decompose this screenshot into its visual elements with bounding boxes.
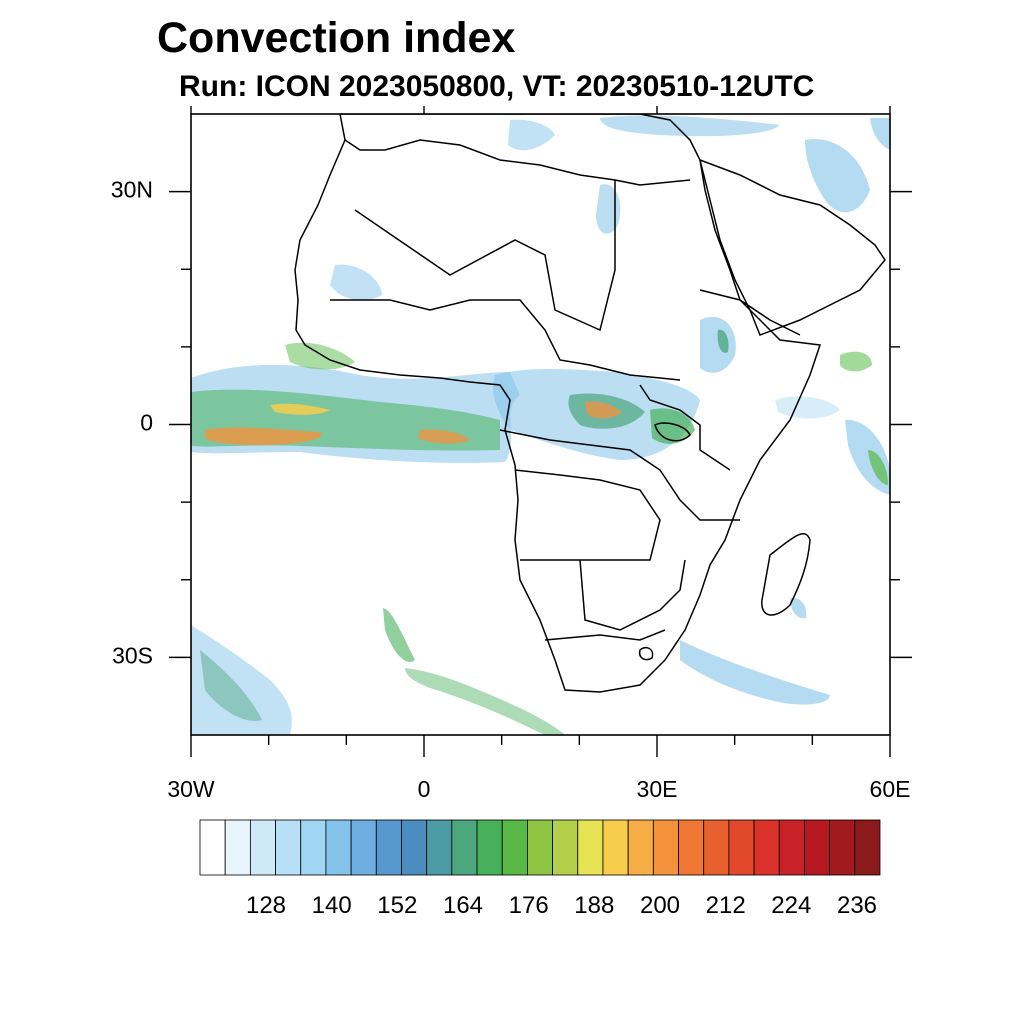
colorbar-tick-label: 128 — [246, 892, 286, 919]
lat-tick-label: 30N — [111, 177, 153, 203]
lat-tick-label: 30S — [112, 642, 153, 668]
colorbar-swatch — [804, 819, 831, 876]
colorbar-labels: 128 140 152 164 176 188 200 212 224 236 — [246, 892, 877, 919]
coastlines — [294, 114, 886, 693]
colorbar-swatch — [728, 819, 755, 876]
colorbar-swatch — [829, 819, 856, 876]
colorbar-swatch — [224, 819, 251, 876]
colorbar-swatch — [249, 819, 276, 876]
colorbar-tick-label: 200 — [640, 892, 680, 919]
colorbar-swatch — [602, 819, 629, 876]
lat-tick-label: 0 — [140, 410, 153, 436]
colorbar-swatch — [854, 819, 881, 876]
colorbar-swatch — [199, 819, 226, 876]
lon-tick-label: 60E — [870, 776, 911, 802]
chart-subtitle: Run: ICON 2023050800, VT: 20230510-12UTC — [179, 70, 815, 103]
lon-tick-label: 30E — [637, 776, 678, 802]
colorbar — [199, 819, 881, 876]
colorbar-swatch — [652, 819, 679, 876]
colorbar-swatch — [300, 819, 327, 876]
colorbar-swatch — [401, 819, 428, 876]
convection-field — [191, 115, 890, 735]
colorbar-swatch — [375, 819, 402, 876]
lon-tick-label: 30W — [167, 776, 215, 802]
colorbar-swatch — [325, 819, 352, 876]
colorbar-tick-label: 188 — [574, 892, 614, 919]
colorbar-swatch — [451, 819, 478, 876]
colorbar-swatch — [552, 819, 579, 876]
axis-ticks — [169, 106, 912, 757]
colorbar-swatch — [778, 819, 805, 876]
colorbar-tick-label: 164 — [443, 892, 483, 919]
colorbar-swatch — [350, 819, 377, 876]
colorbar-swatch — [426, 819, 453, 876]
colorbar-tick-label: 224 — [771, 892, 811, 919]
colorbar-swatch — [678, 819, 705, 876]
colorbar-tick-label: 152 — [377, 892, 417, 919]
colorbar-swatch — [501, 819, 528, 876]
lon-tick-label: 0 — [418, 776, 431, 802]
chart-title: Convection index — [157, 14, 516, 62]
colorbar-swatch — [577, 819, 604, 876]
colorbar-tick-label: 212 — [706, 892, 746, 919]
colorbar-swatch — [275, 819, 302, 876]
colorbar-swatch — [476, 819, 503, 876]
colorbar-tick-label: 236 — [837, 892, 877, 919]
colorbar-swatch — [703, 819, 730, 876]
colorbar-tick-label: 176 — [509, 892, 549, 919]
axis-tick-labels: 30W 0 30E 60E 30N 0 30S — [111, 177, 911, 802]
colorbar-swatch — [753, 819, 780, 876]
colorbar-swatch — [627, 819, 654, 876]
colorbar-swatch — [527, 819, 553, 876]
colorbar-tick-label: 140 — [312, 892, 352, 919]
